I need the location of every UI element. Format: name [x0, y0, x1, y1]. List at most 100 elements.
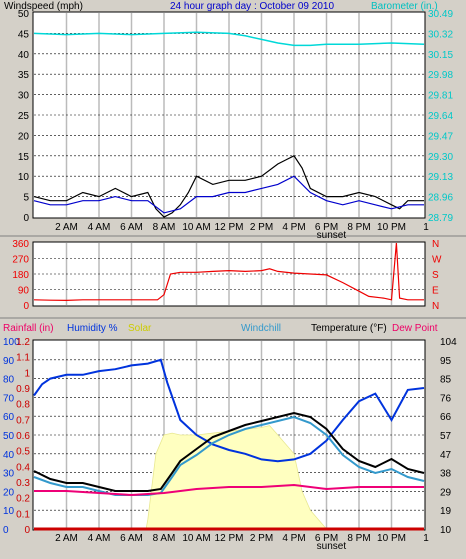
legend-dewpoint: Dew Point — [392, 323, 438, 334]
legend-solar: Solar — [128, 323, 152, 334]
humidity-tick-label: 30 — [3, 469, 15, 480]
hour-tick-label: 10 PM — [377, 533, 406, 544]
hour-tick-label: 6 AM — [120, 533, 143, 544]
rainfall-tick-label: 1.1 — [16, 353, 30, 364]
barometer-tick-label: 29.64 — [428, 111, 453, 122]
legend-windchill: Windchill — [241, 323, 281, 334]
windspeed-tick-label: 5 — [23, 193, 29, 204]
rainfall-tick-label: 0.3 — [16, 478, 30, 489]
hour-tick-label: 8 AM — [153, 533, 176, 544]
direction-tick-label: 270 — [12, 255, 29, 266]
legend-rainfall: Rainfall (in) — [3, 323, 54, 334]
barometer-tick-label: 29.98 — [428, 70, 453, 81]
temperature-tick-label: 29 — [440, 487, 452, 498]
hour-tick-label: 2 AM — [55, 533, 78, 544]
hour-tick-label: 8 PM — [347, 222, 370, 233]
hour-tick-label: 10 PM — [377, 222, 406, 233]
barometer-tick-label: 29.30 — [428, 152, 453, 163]
hour-tick-label: 10 AM — [182, 533, 210, 544]
chart-title: 24 hour graph day : October 09 2010 — [170, 1, 334, 12]
windspeed-tick-label: 20 — [18, 131, 30, 142]
windspeed-axis-title: Windspeed (mph) — [4, 1, 83, 12]
temperature-tick-label: 104 — [440, 337, 457, 348]
series-line-barometer — [33, 31, 425, 47]
windspeed-tick-label: 0 — [23, 213, 29, 224]
humidity-tick-label: 20 — [3, 487, 15, 498]
sunset-label: sunset — [317, 541, 347, 552]
hour-tick-label: 4 AM — [88, 222, 111, 233]
hour-tick-label-end: 1 — [423, 533, 429, 544]
compass-label: W — [432, 255, 442, 266]
temperature-tick-label: 38 — [440, 469, 452, 480]
compass-label: S — [432, 270, 439, 281]
humidity-tick-label: 40 — [3, 450, 15, 461]
hour-tick-label: 2 AM — [55, 222, 78, 233]
rainfall-tick-label: 1 — [24, 368, 30, 379]
direction-tick-label: 90 — [18, 286, 30, 297]
rainfall-tick-label: 0.9 — [16, 384, 30, 395]
hour-tick-label: 6 AM — [120, 222, 143, 233]
windspeed-tick-label: 50 — [18, 9, 30, 20]
windspeed-tick-label: 30 — [18, 91, 30, 102]
compass-label: E — [432, 286, 439, 297]
humidity-tick-label: 50 — [3, 431, 15, 442]
humidity-tick-label: 90 — [3, 356, 15, 367]
humidity-tick-label: 0 — [3, 525, 9, 536]
hour-tick-label: 8 PM — [347, 533, 370, 544]
hour-tick-label: 6 PM — [315, 533, 338, 544]
rainfall-tick-label: 0.4 — [16, 462, 30, 473]
barometer-tick-label: 28.96 — [428, 193, 453, 204]
series-line-windchill — [33, 415, 425, 496]
series-line-direction — [33, 242, 424, 302]
rainfall-tick-label: 0.2 — [16, 494, 30, 505]
temperature-tick-label: 85 — [440, 375, 452, 386]
direction-tick-label: 360 — [12, 239, 29, 250]
barometer-tick-label: 30.32 — [428, 29, 453, 40]
humidity-tick-label: 80 — [3, 375, 15, 386]
hour-tick-label: 10 AM — [182, 222, 210, 233]
temperature-tick-label: 57 — [440, 431, 452, 442]
barometer-tick-label: 30.49 — [428, 9, 453, 20]
compass-label: N — [432, 239, 439, 250]
barometer-tick-label: 29.13 — [428, 172, 453, 183]
windspeed-tick-label: 45 — [18, 29, 30, 40]
hour-tick-label: 4 PM — [282, 222, 305, 233]
direction-tick-label: 180 — [12, 270, 29, 281]
series-line-temperature — [33, 411, 425, 492]
windspeed-tick-label: 40 — [18, 50, 30, 61]
rainfall-tick-label: 0.8 — [16, 400, 30, 411]
temperature-tick-label: 47 — [440, 450, 452, 461]
series-line-wind-avg — [33, 175, 424, 214]
hour-tick-label: 4 PM — [282, 533, 305, 544]
temperature-tick-label: 10 — [440, 525, 452, 536]
humidity-tick-label: 60 — [3, 412, 15, 423]
barometer-tick-label: 29.81 — [428, 91, 453, 102]
barometer-axis-title: Barometer (in.) — [371, 1, 438, 12]
hour-tick-label: 12 PM — [215, 222, 244, 233]
temperature-tick-label: 19 — [440, 506, 452, 517]
humidity-tick-label: 100 — [3, 337, 20, 348]
temperature-tick-label: 76 — [440, 393, 452, 404]
temperature-tick-label: 95 — [440, 356, 452, 367]
rainfall-tick-label: 1.2 — [16, 337, 30, 348]
series-line-humidity — [33, 358, 425, 463]
windspeed-tick-label: 15 — [18, 152, 30, 163]
barometer-tick-label: 30.15 — [428, 50, 453, 61]
hour-tick-label: 8 AM — [153, 222, 176, 233]
temperature-tick-label: 66 — [440, 412, 452, 423]
barometer-tick-label: 28.79 — [428, 213, 453, 224]
hour-tick-label: 2 PM — [250, 222, 273, 233]
rainfall-tick-label: 0.5 — [16, 447, 30, 458]
hour-tick-label-end: 1 — [423, 222, 429, 233]
legend-humidity: Humidity % — [67, 323, 118, 334]
hour-tick-label: 6 PM — [315, 222, 338, 233]
series-line-windspeed — [33, 155, 424, 218]
windspeed-tick-label: 10 — [18, 172, 30, 183]
rainfall-tick-label: 0.1 — [16, 509, 30, 520]
compass-label: N — [432, 301, 439, 312]
sunset-label: sunset — [317, 230, 347, 241]
direction-tick-label: 0 — [23, 301, 29, 312]
series-area-solar — [34, 425, 424, 530]
rainfall-tick-label: 0.6 — [16, 431, 30, 442]
